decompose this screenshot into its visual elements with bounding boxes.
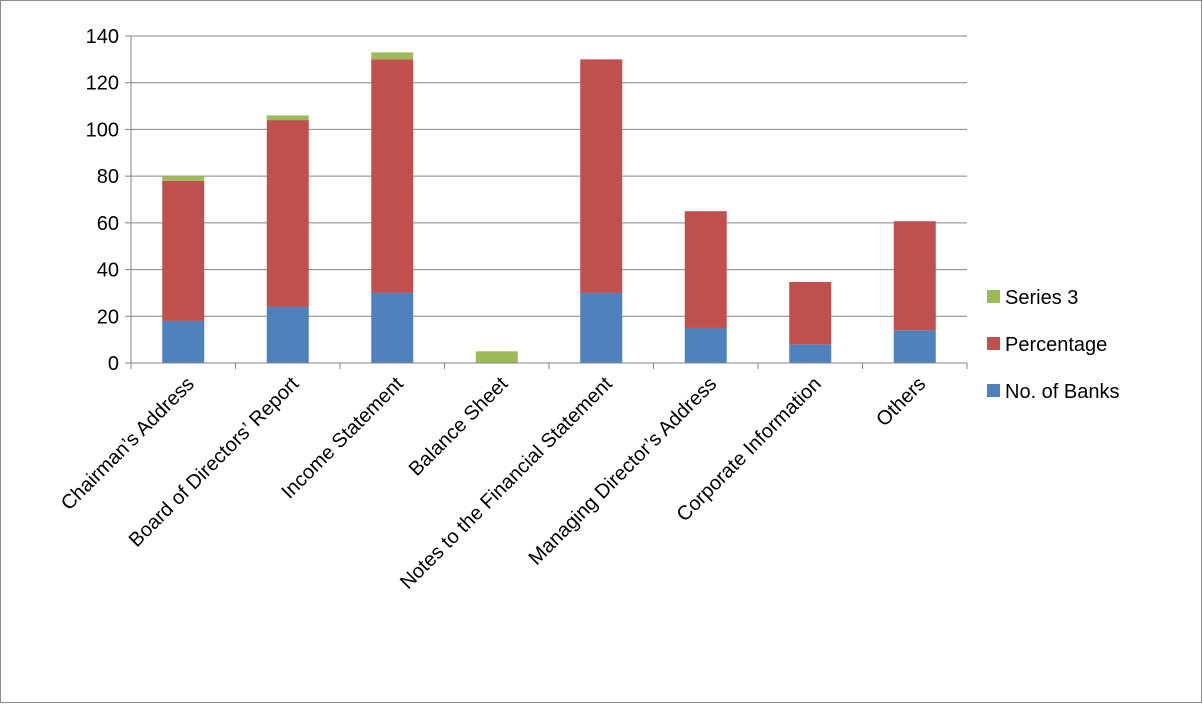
bar-no-of-banks-7	[893, 330, 936, 363]
bar-no-of-banks-1	[266, 306, 309, 363]
y-tick-label: 120	[86, 73, 119, 95]
gridlines	[131, 35, 967, 317]
bar-no-of-banks-5	[684, 327, 727, 363]
x-category-label: Managing Director’s Address	[525, 373, 722, 570]
bar-no-of-banks-2	[371, 292, 414, 363]
bar-percentage-5	[684, 211, 727, 328]
bar-percentage-6	[789, 281, 832, 345]
y-tick-label: 80	[97, 166, 119, 188]
x-category-label: Balance Sheet	[405, 373, 513, 481]
bar-series-3-1	[266, 115, 309, 121]
bar-no-of-banks-6	[789, 344, 832, 363]
bar-percentage-1	[266, 120, 309, 307]
y-tick-label: 40	[97, 260, 119, 282]
bar-percentage-0	[162, 180, 205, 321]
bar-no-of-banks-0	[162, 320, 205, 363]
legend-label: No. of Banks	[1005, 381, 1120, 403]
y-tick-label: 0	[108, 353, 119, 375]
y-tick-labels: 0 20 40 60 80 100 120 140	[86, 26, 119, 375]
bar-series-3-2	[371, 52, 414, 60]
x-category-label: Board of Directors’ Report	[125, 373, 304, 552]
axes	[125, 35, 968, 369]
y-tick-label: 60	[97, 213, 119, 235]
bar-percentage-2	[371, 59, 414, 293]
legend-swatch	[987, 337, 1000, 350]
bars	[162, 52, 936, 363]
bar-no-of-banks-4	[580, 292, 623, 363]
legend-label: Percentage	[1005, 334, 1107, 356]
x-category-label: Others	[872, 373, 930, 431]
bar-series-3-3	[475, 351, 518, 363]
y-tick-label: 140	[86, 26, 119, 48]
bar-percentage-7	[893, 221, 936, 331]
x-category-label: Notes to the Financial Statement	[396, 373, 617, 594]
bar-series-3-0	[162, 176, 205, 181]
y-tick-label: 20	[97, 306, 119, 328]
legend-swatch	[987, 290, 1000, 303]
legend-swatch	[987, 384, 1000, 397]
y-tick-label: 100	[86, 119, 119, 141]
legend-label: Series 3	[1005, 287, 1078, 309]
bar-percentage-4	[580, 59, 623, 293]
legend: Series 3 Percentage No. of Banks	[987, 287, 1120, 403]
